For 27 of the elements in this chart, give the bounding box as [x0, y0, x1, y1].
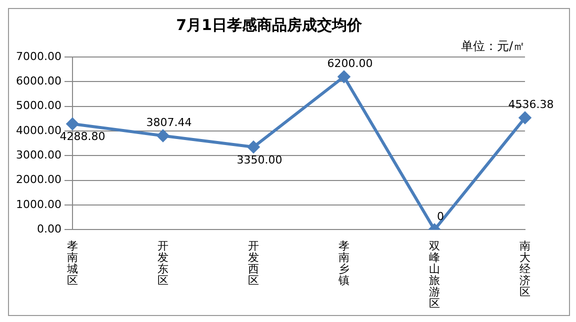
- data-label: 6200.00: [327, 57, 373, 70]
- data-label: 3807.44: [146, 116, 192, 130]
- y-tick-label: 3000.00: [16, 148, 62, 162]
- y-tick-label: 2000.00: [16, 173, 62, 186]
- point: [156, 130, 169, 142]
- x-tick-label: 孝南城区: [66, 239, 78, 287]
- x-tick-label: 双峰山旅游区: [429, 239, 440, 310]
- y-tick-label: 5000.00: [16, 99, 62, 112]
- data-label: 3350.00: [236, 153, 282, 166]
- x-tick-label: 开发东区: [157, 239, 168, 287]
- point: [338, 70, 350, 83]
- x-tick-label: 开发西区: [248, 239, 259, 287]
- chart-title: 7月1日孝感商品房成交均价: [176, 16, 363, 34]
- point: [519, 112, 531, 124]
- y-tick-label: 0.00: [36, 222, 62, 236]
- y-tick-label: 7000.00: [16, 50, 62, 63]
- y-tick-label: 1000.00: [16, 198, 62, 211]
- point: [66, 118, 78, 130]
- data-label: 4536.38: [508, 98, 554, 112]
- data-label: 4288.80: [60, 130, 106, 144]
- text: 单位：元/㎡: [460, 39, 525, 54]
- y-tick-label: 4000.00: [16, 124, 62, 137]
- data-label: 0: [437, 210, 444, 224]
- y-tick-label: 6000.00: [16, 74, 62, 88]
- point: [247, 141, 260, 154]
- x-tick-label: 南大经济区: [520, 239, 530, 299]
- x-tick-label: 孝南乡镇: [337, 239, 350, 287]
